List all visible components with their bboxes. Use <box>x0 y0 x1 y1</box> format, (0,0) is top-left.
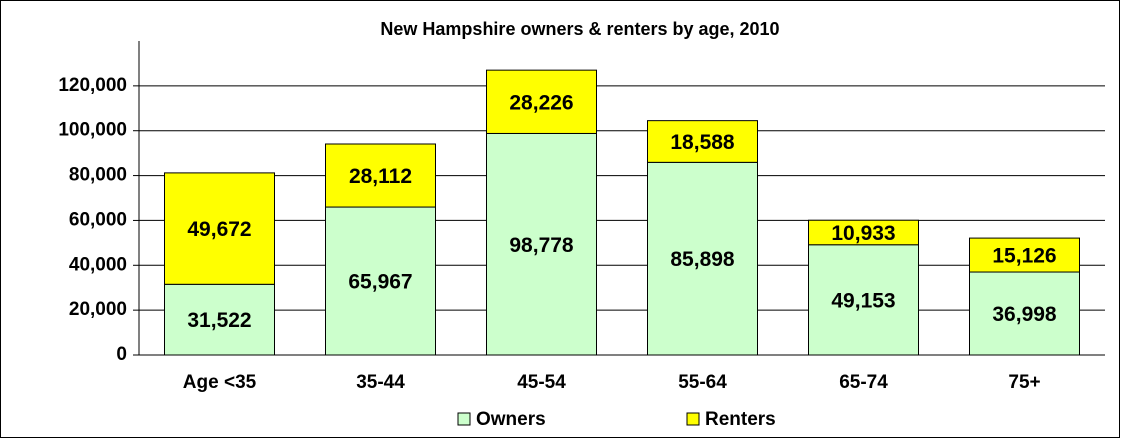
bar-segment <box>486 69 597 134</box>
y-tick-label: 20,000 <box>69 299 127 320</box>
x-tick-label: 45-54 <box>517 372 566 393</box>
y-tick-label: 40,000 <box>69 254 127 275</box>
y-tick-label: 80,000 <box>69 165 127 186</box>
data-label: 10,933 <box>831 222 895 245</box>
data-label: 49,672 <box>187 218 251 241</box>
data-label: 49,153 <box>831 289 895 312</box>
data-label: 85,898 <box>670 248 735 271</box>
x-tick-label: 35-44 <box>356 372 405 393</box>
data-label: 31,522 <box>187 309 251 332</box>
bar-segment <box>164 172 275 285</box>
bar-segment <box>486 132 597 356</box>
chart-title: New Hampshire owners & renters by age, 2… <box>380 19 779 39</box>
x-tick-label: 55-64 <box>678 372 727 393</box>
bar-segment <box>647 161 758 356</box>
data-label: 65,967 <box>348 271 412 294</box>
x-tick-label: 65-74 <box>839 372 888 393</box>
data-label: 98,778 <box>509 234 574 257</box>
bar-segment <box>325 143 436 208</box>
legend-label: Owners <box>476 409 546 430</box>
bar-segment <box>969 237 1080 273</box>
y-tick-label: 0 <box>116 344 127 365</box>
legend-swatch <box>686 412 700 426</box>
y-tick-label: 60,000 <box>69 209 127 230</box>
x-tick-label: 75+ <box>1008 372 1040 393</box>
bar-segment <box>808 244 919 356</box>
bar-segment <box>808 219 919 246</box>
data-label: 28,226 <box>509 91 573 114</box>
data-label: 18,588 <box>670 131 735 154</box>
x-tick-label: Age <35 <box>183 372 257 393</box>
bar-segment <box>325 206 436 356</box>
y-tick-label: 120,000 <box>58 75 127 96</box>
legend-swatch <box>457 412 471 426</box>
data-label: 28,112 <box>349 165 412 188</box>
bar-segment <box>164 283 275 356</box>
y-tick-label: 100,000 <box>58 120 127 141</box>
data-label: 15,126 <box>992 245 1056 268</box>
legend-label: Renters <box>705 409 776 430</box>
bar-segment <box>969 271 1080 356</box>
bar-segment <box>647 120 758 163</box>
data-label: 36,998 <box>992 303 1057 326</box>
